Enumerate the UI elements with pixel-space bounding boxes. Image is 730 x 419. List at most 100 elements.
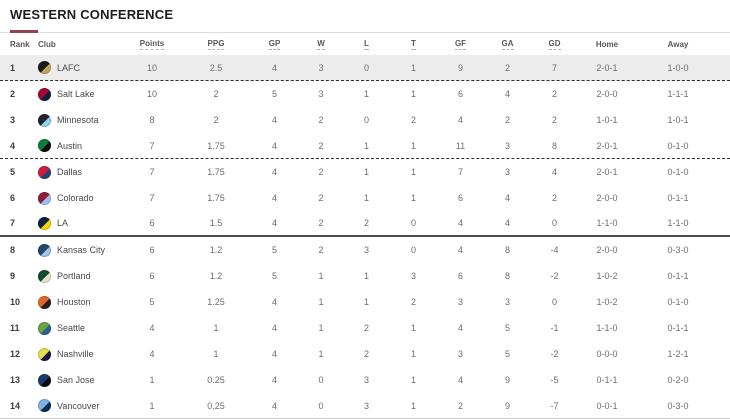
club-cell[interactable]: LA [38, 216, 122, 230]
column-header-label: Club [38, 39, 56, 49]
away-record-cell: 1-1-1 [667, 89, 689, 99]
column-header-ppg[interactable]: PPG [182, 39, 250, 50]
goal-diff-cell: 2 [551, 89, 557, 99]
rank-cell: 4 [10, 140, 16, 151]
table-row[interactable]: 8 Kansas City 6 1.2 5 2 3 0 4 8 -4 2-0-0… [0, 237, 730, 263]
column-header-points[interactable]: Points [122, 39, 182, 50]
ties-cell: 2 [410, 115, 416, 125]
club-cell[interactable]: Vancouver [38, 399, 122, 412]
column-header-away: Away [636, 40, 720, 49]
goals-for-cell: 6 [457, 271, 463, 281]
home-record-cell: 1-0-2 [596, 297, 618, 307]
column-header-label: GD [548, 38, 561, 50]
club-cell[interactable]: Kansas City [38, 243, 122, 257]
club-name-link[interactable]: Seattle [57, 323, 86, 333]
club-badge-icon [38, 295, 51, 309]
title-divider [0, 30, 730, 33]
goals-against-cell: 2 [504, 62, 510, 73]
column-header-t[interactable]: T [390, 39, 437, 50]
ppg-cell: 2 [213, 115, 219, 125]
table-row[interactable]: 11 Seattle 4 1 4 1 2 1 4 5 -1 1-1-0 0-1-… [0, 315, 730, 341]
losses-cell: 1 [363, 193, 369, 203]
club-name-link[interactable]: Kansas City [57, 245, 106, 255]
table-row[interactable]: 6 Colorado 7 1.75 4 2 1 1 6 4 2 2-0-0 0-… [0, 185, 730, 211]
table-row[interactable]: 3 Minnesota 8 2 4 2 0 2 4 2 2 1-0-1 1-0-… [0, 107, 730, 133]
club-cell[interactable]: Houston [38, 295, 122, 309]
club-name-link[interactable]: Dallas [57, 167, 83, 177]
ppg-cell: 1.2 [209, 271, 223, 281]
goals-for-cell: 4 [457, 218, 463, 228]
club-cell[interactable]: LAFC [38, 61, 122, 74]
club-badge-icon [38, 216, 51, 230]
table-row[interactable]: 4 Austin 7 1.75 4 2 1 1 11 3 8 2-0-1 0-1… [0, 133, 730, 159]
table-row[interactable]: 9 Portland 6 1.2 5 1 1 3 6 8 -2 1-0-2 0-… [0, 263, 730, 289]
ties-cell: 0 [410, 218, 416, 228]
table-row[interactable]: 2 Salt Lake 10 2 5 3 1 1 6 4 2 2-0-0 1-1… [0, 81, 730, 107]
club-badge-icon [38, 61, 51, 74]
column-header-label: Away [667, 39, 689, 49]
wins-cell: 2 [318, 140, 324, 151]
wins-cell: 2 [318, 245, 324, 255]
table-row[interactable]: 7 LA 6 1.5 4 2 2 0 4 4 0 1-1-0 1-1-0 [0, 211, 730, 237]
wins-cell: 1 [318, 349, 324, 359]
club-cell[interactable]: Minnesota [38, 113, 122, 127]
goals-for-cell: 2 [457, 400, 463, 411]
club-badge-icon [38, 243, 51, 257]
table-row[interactable]: 13 San Jose 1 0.25 4 0 3 1 4 9 -5 0-1-1 … [0, 367, 730, 393]
table-row[interactable]: 5 Dallas 7 1.75 4 2 1 1 7 3 4 2-0-1 0-1-… [0, 159, 730, 185]
home-record-cell: 2-0-1 [596, 62, 618, 73]
column-header-ga[interactable]: GA [484, 39, 531, 50]
column-header-gp[interactable]: GP [250, 39, 299, 50]
home-record-cell: 2-0-0 [596, 193, 618, 203]
goals-against-cell: 3 [504, 297, 510, 307]
goal-diff-cell: 8 [551, 140, 557, 151]
ppg-cell: 0.25 [207, 375, 225, 385]
goals-against-cell: 9 [504, 375, 510, 385]
column-header-l[interactable]: L [343, 39, 390, 50]
ppg-cell: 1.2 [209, 245, 223, 255]
club-cell[interactable]: Colorado [38, 191, 122, 205]
club-name-link[interactable]: Nashville [57, 349, 94, 359]
club-name-link[interactable]: Minnesota [57, 115, 99, 125]
club-name-link[interactable]: LAFC [57, 62, 81, 73]
club-cell[interactable]: Seattle [38, 321, 122, 335]
club-name-link[interactable]: Houston [57, 297, 91, 307]
home-record-cell: 1-0-2 [596, 271, 618, 281]
goals-against-cell: 3 [504, 140, 510, 151]
club-cell[interactable]: Dallas [38, 165, 122, 179]
club-name-link[interactable]: Vancouver [57, 400, 100, 411]
gp-cell: 4 [271, 62, 277, 73]
ties-cell: 1 [410, 193, 416, 203]
goals-against-cell: 8 [504, 245, 510, 255]
table-row[interactable]: 14 Vancouver 1 0.25 4 0 3 1 2 9 -7 0-0-1… [0, 393, 730, 419]
club-name-link[interactable]: Austin [57, 140, 83, 151]
ties-cell: 2 [410, 297, 416, 307]
club-cell[interactable]: Austin [38, 139, 122, 152]
column-header-label: L [364, 38, 369, 50]
column-header-w[interactable]: W [299, 39, 343, 50]
club-name-link[interactable]: Colorado [57, 193, 94, 203]
ties-cell: 1 [410, 167, 416, 177]
table-row[interactable]: 12 Nashville 4 1 4 1 2 1 3 5 -2 0-0-0 1-… [0, 341, 730, 367]
club-cell[interactable]: Portland [38, 269, 122, 283]
ppg-cell: 1 [213, 349, 219, 359]
points-cell: 7 [149, 140, 155, 151]
accent-bar [10, 30, 38, 33]
club-cell[interactable]: San Jose [38, 373, 122, 387]
club-name-link[interactable]: LA [57, 218, 69, 228]
club-cell[interactable]: Salt Lake [38, 87, 122, 101]
column-header-gd[interactable]: GD [531, 39, 578, 50]
goal-diff-cell: -7 [550, 400, 559, 411]
club-cell[interactable]: Nashville [38, 347, 122, 361]
ties-cell: 1 [410, 89, 416, 99]
points-cell: 1 [149, 400, 155, 411]
club-name-link[interactable]: Salt Lake [57, 89, 95, 99]
goals-for-cell: 4 [457, 245, 463, 255]
points-cell: 6 [149, 218, 155, 228]
table-row[interactable]: 10 Houston 5 1.25 4 1 1 2 3 3 0 1-0-2 0-… [0, 289, 730, 315]
club-name-link[interactable]: Portland [57, 271, 91, 281]
club-name-link[interactable]: San Jose [57, 375, 95, 385]
goals-against-cell: 2 [504, 115, 510, 125]
column-header-gf[interactable]: GF [437, 39, 484, 50]
table-row[interactable]: 1 LAFC 10 2.5 4 3 0 1 9 2 7 2-0-1 1-0-0 [0, 55, 730, 81]
